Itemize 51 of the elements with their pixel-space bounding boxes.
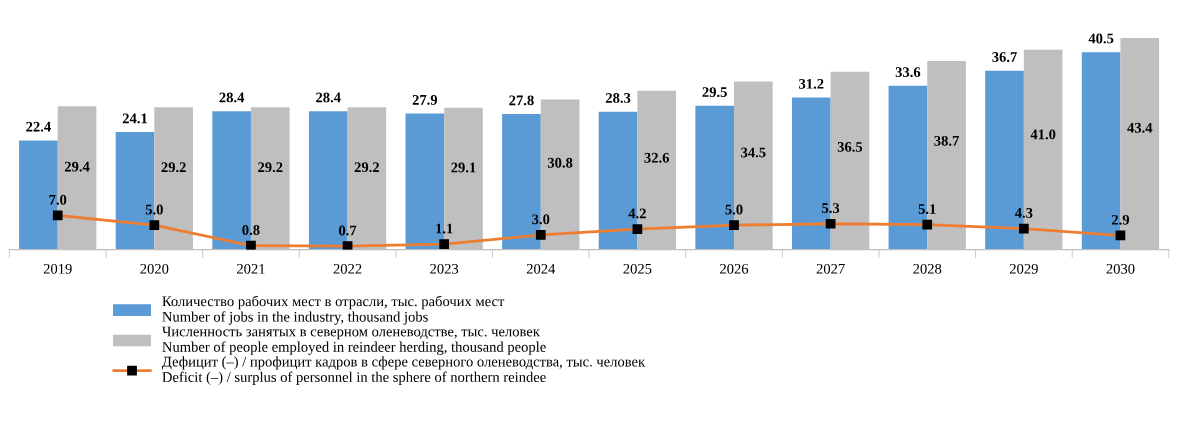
data-label: 22.4 — [26, 121, 51, 132]
data-label: 36.7 — [992, 52, 1017, 62]
data-label: 29.2 — [258, 162, 283, 173]
data-label: 29.2 — [354, 162, 380, 173]
data-label: 4.2 — [628, 208, 646, 219]
x-tick-label: 2020 — [140, 263, 169, 274]
legend-label: Дефицит (–) / профицит кадров в сфере северного оленеводства, тыс. человек Deficit (–) / surplus of personnel in the sphere of northern reindee — [162, 356, 646, 385]
data-label: 32.6 — [644, 152, 670, 163]
data-label: 4.3 — [1014, 208, 1033, 218]
data-label: 1.1 — [436, 223, 453, 234]
data-label: 29.4 — [64, 161, 90, 172]
data-label: 27.9 — [412, 95, 438, 105]
x-tick-label: 2023 — [430, 263, 459, 274]
data-label: 30.8 — [547, 157, 573, 168]
x-tick-label: 2028 — [913, 263, 942, 274]
data-label: 0.7 — [339, 225, 357, 236]
data-label: 28.3 — [605, 93, 631, 103]
data-label: 24.1 — [122, 113, 148, 124]
x-tick-label: 2029 — [1009, 263, 1038, 274]
data-label: 5.3 — [822, 203, 840, 214]
x-tick-label: 2022 — [333, 263, 362, 274]
data-label: 29.5 — [702, 87, 727, 98]
data-label: 38.7 — [934, 135, 959, 146]
data-label: 33.6 — [895, 67, 921, 78]
data-label: 5.0 — [725, 204, 743, 215]
data-label: 36.5 — [837, 142, 863, 152]
x-tick-label: 2025 — [623, 263, 652, 274]
data-label: 27.8 — [509, 95, 534, 106]
data-label: 3.0 — [532, 214, 550, 225]
legend-label: Численность занятых в северном оленеводстве, тыс. человек Number of people employed in reindeer herding, thousand people — [162, 326, 546, 355]
data-label: 0.8 — [242, 225, 260, 235]
x-tick-label: 2027 — [816, 263, 845, 274]
data-label: 28.4 — [219, 92, 245, 103]
data-label: 29.1 — [451, 162, 476, 173]
data-label: 43.4 — [1127, 122, 1153, 133]
data-label: 2.9 — [1111, 214, 1130, 225]
data-label: 7.0 — [49, 194, 67, 205]
data-label: 34.5 — [741, 147, 766, 158]
x-tick-label: 2019 — [43, 263, 72, 274]
data-label: 40.5 — [1088, 33, 1114, 44]
data-label: 28.4 — [316, 92, 341, 103]
legend-label: Количество рабочих мест в отрасли, тыс. рабочих мест Number of jobs in the industry, thousand jobs — [162, 295, 505, 325]
data-label: 31.2 — [799, 78, 824, 89]
x-tick-label: 2026 — [720, 263, 749, 274]
data-label: 5.1 — [918, 204, 936, 215]
data-label: 41.0 — [1030, 129, 1056, 140]
x-tick-label: 2021 — [237, 263, 265, 274]
data-label: 29.2 — [161, 162, 186, 173]
x-tick-label: 2024 — [526, 263, 556, 274]
x-tick-label: 2030 — [1106, 263, 1135, 274]
data-label: 5.0 — [145, 204, 163, 215]
